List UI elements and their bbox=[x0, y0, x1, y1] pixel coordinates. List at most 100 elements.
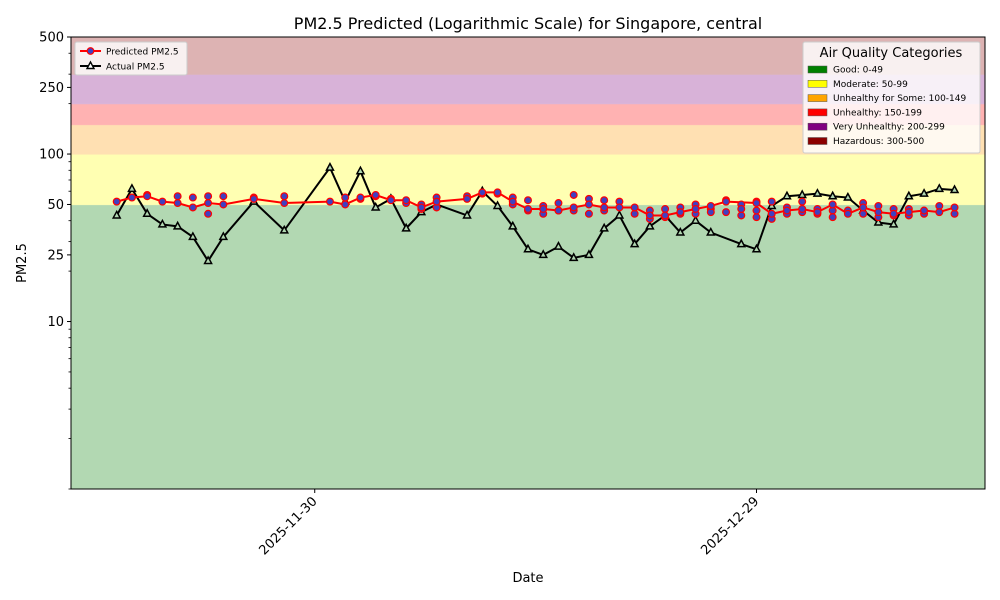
category-label-0: Good: 0-49 bbox=[833, 66, 883, 76]
predicted-point bbox=[600, 196, 609, 205]
actual-point bbox=[797, 189, 807, 199]
predicted-point bbox=[204, 209, 213, 218]
actual-point bbox=[325, 162, 335, 171]
actual-point bbox=[751, 243, 762, 253]
series-legend-box bbox=[74, 41, 188, 76]
legend-marker-0 bbox=[86, 47, 95, 55]
actual-point bbox=[827, 190, 838, 200]
y-tick-label: 100 bbox=[39, 148, 64, 163]
predicted-point bbox=[432, 197, 441, 206]
predicted-point bbox=[539, 204, 548, 213]
predicted-point bbox=[798, 197, 807, 206]
predicted-point bbox=[158, 197, 167, 206]
actual-point bbox=[690, 215, 701, 224]
predicted-point bbox=[798, 204, 807, 213]
legend-marker-1 bbox=[85, 60, 96, 70]
category-label-4: Very Unhealthy: 200-299 bbox=[833, 123, 945, 133]
predicted-point bbox=[280, 192, 289, 201]
actual-point bbox=[888, 218, 899, 228]
category-label-2: Unhealthy for Some: 100-149 bbox=[833, 94, 966, 104]
actual-point bbox=[218, 231, 229, 241]
actual-point bbox=[599, 222, 609, 232]
category-swatch-1 bbox=[807, 80, 828, 88]
predicted-point bbox=[615, 203, 624, 212]
category-swatch-2 bbox=[807, 94, 828, 102]
predicted-point bbox=[737, 204, 746, 213]
predicted-point bbox=[371, 190, 380, 199]
actual-point bbox=[492, 200, 503, 210]
category-swatch-5 bbox=[807, 137, 828, 145]
actual-point bbox=[645, 220, 655, 230]
predicted-point bbox=[828, 200, 837, 209]
actual-point bbox=[508, 220, 518, 230]
predicted-point bbox=[661, 204, 670, 213]
actual-point bbox=[172, 220, 183, 230]
actual-point bbox=[401, 222, 411, 232]
actual-point bbox=[629, 238, 640, 248]
predicted-point bbox=[280, 199, 289, 208]
category-legend-title: Air Quality Categories bbox=[820, 46, 963, 61]
predicted-point bbox=[645, 211, 654, 220]
predicted-point bbox=[920, 206, 929, 215]
predicted-point bbox=[661, 211, 670, 220]
y-tick-label: 25 bbox=[47, 248, 64, 263]
predicted-point bbox=[493, 188, 502, 197]
actual-point bbox=[782, 190, 792, 200]
predicted-point bbox=[554, 206, 563, 215]
y-tick-label: 50 bbox=[47, 198, 64, 213]
actual-point bbox=[706, 226, 716, 236]
actual-point bbox=[355, 165, 366, 175]
predicted-point bbox=[173, 192, 182, 201]
actual-point bbox=[553, 241, 564, 250]
actual-point bbox=[142, 208, 152, 218]
legend-label-0: Predicted PM2.5 bbox=[106, 48, 179, 58]
predicted-point bbox=[478, 188, 487, 197]
category-legend: Air Quality Categories Good: 0-49 Moderat… bbox=[802, 41, 981, 154]
series-legend: Predicted PM2.5 Actual PM2.5 bbox=[74, 41, 188, 76]
predicted-point bbox=[188, 193, 197, 202]
category-label-5: Hazardous: 300-500 bbox=[833, 137, 924, 147]
predicted-point bbox=[112, 197, 121, 206]
predicted-point bbox=[874, 208, 883, 217]
y-tick-label: 250 bbox=[39, 81, 64, 96]
predicted-point bbox=[904, 208, 913, 217]
actual-point bbox=[538, 249, 548, 259]
actual-point bbox=[157, 218, 168, 228]
actual-point bbox=[188, 231, 198, 241]
actual-point bbox=[523, 243, 533, 253]
actual-point bbox=[279, 224, 290, 234]
aqi-band-3 bbox=[71, 103, 985, 125]
predicted-point bbox=[828, 213, 837, 222]
actual-point bbox=[736, 238, 747, 248]
predicted-point bbox=[463, 194, 472, 203]
predicted-point bbox=[219, 192, 228, 201]
predicted-point bbox=[935, 208, 944, 217]
actual-point bbox=[812, 188, 823, 197]
x-tick-label: 2025-12-29 bbox=[698, 494, 762, 558]
predicted-point bbox=[752, 206, 761, 215]
predicted-point bbox=[813, 208, 822, 217]
y-tick-label: 10 bbox=[47, 315, 64, 330]
predicted-point bbox=[523, 204, 532, 213]
predicted-point bbox=[341, 200, 350, 209]
predicted-point bbox=[417, 203, 426, 212]
category-legend-box bbox=[802, 41, 981, 154]
predicted-point bbox=[188, 203, 197, 212]
x-axis: 2025-11-30 2025-12-29 bbox=[257, 489, 762, 558]
actual-point bbox=[934, 183, 945, 193]
actual-point bbox=[203, 255, 213, 265]
predicted-point bbox=[569, 203, 578, 212]
predicted-point bbox=[341, 193, 350, 202]
predicted-point bbox=[843, 209, 852, 218]
chart-title: PM2.5 Predicted (Logarithmic Scale) for … bbox=[294, 14, 762, 33]
actual-point bbox=[904, 190, 914, 200]
predicted-point bbox=[402, 196, 411, 205]
predicted-point bbox=[737, 211, 746, 220]
actual-point bbox=[111, 209, 122, 219]
predicted-point bbox=[569, 190, 578, 199]
predicted-point bbox=[204, 192, 213, 201]
actual-point bbox=[675, 226, 686, 236]
category-swatch-4 bbox=[807, 122, 828, 131]
y-axis: 10 25 50 100 250 500 bbox=[39, 31, 71, 490]
